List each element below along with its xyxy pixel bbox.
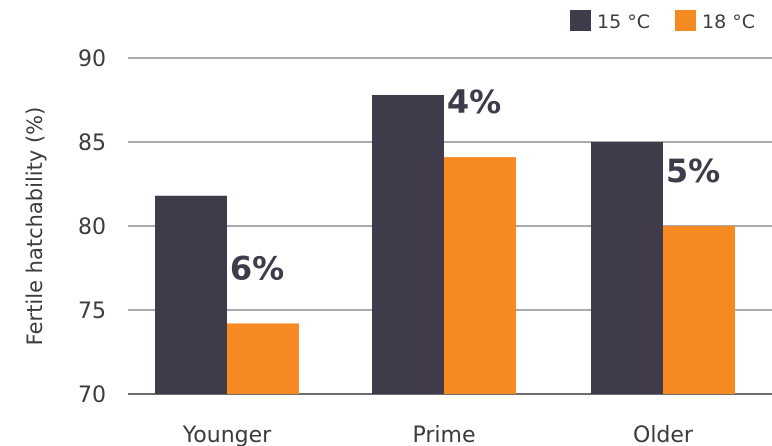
bar-younger-series-2: [227, 323, 299, 394]
y-tick-label: 70: [78, 383, 106, 408]
legend-swatch: [675, 10, 696, 31]
y-tick-label: 85: [78, 131, 106, 156]
legend: 15 °C 18 °C: [570, 10, 755, 33]
difference-label: 5%: [666, 152, 720, 190]
category-label: Older: [633, 423, 694, 446]
y-tick-label: 80: [78, 215, 106, 240]
legend-label: 15 °C: [597, 11, 650, 33]
bar-prime-series-2: [444, 157, 516, 394]
bar-older-series-2: [663, 226, 735, 394]
bars: [155, 94, 735, 395]
legend-swatch: [570, 10, 591, 31]
bar-prime-series-1: [372, 94, 444, 395]
difference-label: 6%: [230, 249, 284, 287]
y-tick-label: 90: [78, 47, 106, 72]
category-label: Younger: [182, 423, 272, 446]
bar-older-series-1: [591, 142, 663, 394]
category-labels: Younger Prime Older: [182, 423, 694, 446]
y-tick-labels: 70 75 80 85 90: [78, 47, 106, 408]
difference-label: 4%: [447, 83, 501, 121]
y-tick-label: 75: [78, 299, 106, 324]
legend-label: 18 °C: [702, 11, 755, 33]
y-axis-title: Fertile hatchability (%): [23, 107, 47, 346]
difference-labels: 6% 4% 5%: [230, 83, 720, 287]
bar-younger-series-1: [155, 195, 227, 394]
category-label: Prime: [412, 423, 475, 446]
